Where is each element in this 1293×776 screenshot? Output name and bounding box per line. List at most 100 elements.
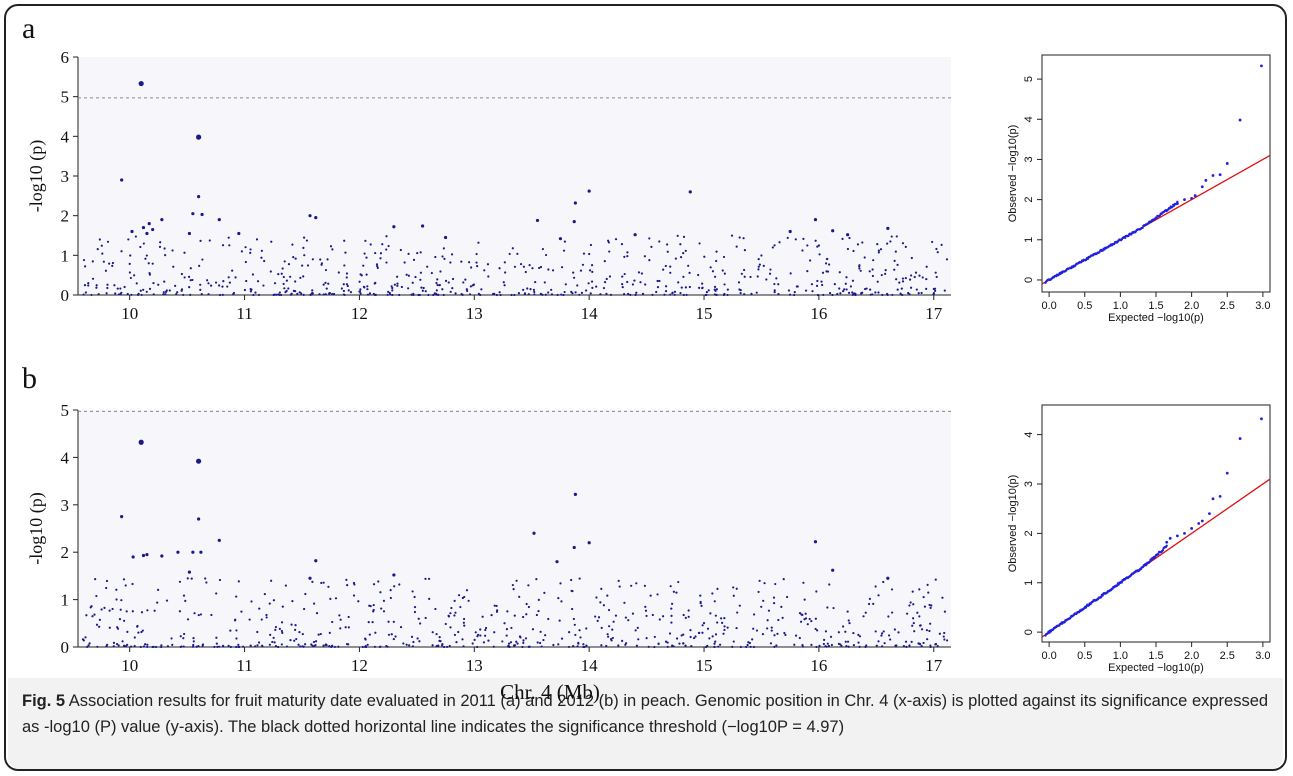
panel-a-snp-point bbox=[684, 286, 687, 289]
panel-b-snp-point bbox=[227, 644, 230, 647]
panel-b-snp-point bbox=[897, 631, 900, 634]
panel-b-snp-point bbox=[347, 615, 350, 619]
panel-b-snp-point bbox=[719, 643, 722, 646]
panel-b-snp-point bbox=[755, 629, 759, 632]
panel-a-snp-point bbox=[743, 275, 746, 278]
panel-a-snp-point bbox=[262, 284, 265, 287]
panel-a-snp-point bbox=[105, 292, 108, 295]
panel-b-snp-point bbox=[459, 605, 462, 609]
panel-b-snp-point bbox=[736, 611, 739, 614]
panel-a-snp-point bbox=[909, 286, 913, 289]
panel-b-snp-point bbox=[521, 645, 524, 649]
panel-a-snp-point bbox=[701, 287, 704, 290]
panel-b-snp-point bbox=[444, 622, 447, 626]
panel-b-snp-point bbox=[542, 638, 545, 642]
panel-b-snp-point bbox=[405, 643, 408, 646]
panel-b-snp-point bbox=[445, 645, 449, 649]
panel-a-snp-point bbox=[845, 288, 848, 291]
panel-a-snp-point bbox=[130, 293, 133, 296]
panel-a-qq-qq-tail-point bbox=[1218, 173, 1222, 177]
panel-a-qq-y-tick-label: 4 bbox=[1023, 116, 1035, 122]
panel-b-x-tick-label: 10 bbox=[121, 656, 138, 675]
panel-a-snp-point bbox=[871, 274, 875, 278]
panel-b-qq-qq-point bbox=[1101, 594, 1104, 597]
panel-b-snp-point bbox=[928, 629, 931, 633]
panel-b-qq-qq-point bbox=[1063, 621, 1066, 624]
panel-b-snp-point bbox=[457, 594, 461, 597]
panel-b-snp-point bbox=[347, 626, 350, 629]
panel-a-snp-point bbox=[199, 239, 202, 242]
panel-a-qq-y-tick-label: 2 bbox=[1023, 197, 1035, 203]
panel-b-snp-point bbox=[766, 619, 769, 622]
panel-b-snp-point bbox=[537, 609, 540, 613]
panel-b-snp-point bbox=[746, 643, 749, 647]
panel-b-snp-point bbox=[311, 580, 314, 583]
panel-b-snp-point bbox=[386, 645, 389, 648]
panel-b-plot-area bbox=[78, 410, 951, 647]
panel-b-snp-point bbox=[701, 624, 704, 627]
panel-a-snp-point bbox=[707, 289, 710, 292]
panel-a-snp-point bbox=[936, 251, 939, 254]
panel-a-snp-point bbox=[129, 276, 132, 280]
panel-b-snp-point bbox=[567, 645, 571, 649]
panel-b-snp-point bbox=[558, 619, 561, 622]
panel-b-snp-point bbox=[463, 595, 466, 599]
panel-a-snp-point bbox=[715, 293, 718, 297]
panel-a-snp-point bbox=[655, 290, 658, 294]
panel-a-qq-x-tick-label: 1.5 bbox=[1148, 300, 1163, 312]
panel-a-snp-point bbox=[869, 288, 872, 291]
panel-b-snp-point bbox=[731, 645, 734, 648]
panel-a-snp-point bbox=[833, 283, 836, 286]
panel-a-snp-point bbox=[793, 293, 796, 297]
panel-b-snp-point bbox=[543, 591, 546, 594]
panel-b-snp-point bbox=[184, 599, 187, 602]
panel-b-snp-point bbox=[115, 642, 119, 646]
panel-b-snp-point bbox=[837, 631, 840, 634]
panel-a-snp-point bbox=[560, 266, 564, 269]
panel-b-snp-point bbox=[600, 626, 603, 629]
panel-a-snp-point bbox=[859, 292, 863, 295]
panel-b-snp-point bbox=[509, 641, 513, 644]
panel-b-snp-point bbox=[352, 594, 356, 597]
panel-a-snp-point bbox=[148, 287, 152, 291]
panel-b-snp-point bbox=[692, 636, 696, 640]
panel-b-snp-point bbox=[701, 631, 704, 634]
panel-b-qq-qq-tail-point bbox=[1165, 540, 1169, 544]
panel-b-snp-point bbox=[218, 578, 222, 582]
panel-a-snp-point bbox=[934, 289, 937, 293]
panel-b-snp-point bbox=[722, 632, 725, 635]
panel-a-snp-peak-point bbox=[535, 218, 540, 223]
panel-a-snp-point bbox=[147, 262, 150, 265]
panel-a-snp-point bbox=[189, 279, 192, 282]
panel-a-snp-point bbox=[414, 275, 417, 279]
panel-b-snp-point bbox=[880, 632, 884, 635]
panel-a-snp-point bbox=[666, 250, 669, 253]
panel-b-snp-point bbox=[846, 640, 850, 643]
panel-b-snp-point bbox=[773, 645, 776, 648]
panel-b-snp-point bbox=[767, 609, 771, 612]
panel-b-qq-x-tick-label: 3.0 bbox=[1255, 650, 1270, 662]
panel-b-snp-point bbox=[607, 608, 611, 612]
panel-b-snp-point bbox=[438, 639, 441, 642]
panel-b-snp-point bbox=[735, 626, 738, 630]
panel-b-snp-point bbox=[574, 633, 577, 637]
panel-b-snp-point bbox=[623, 601, 626, 604]
panel-a-snp-point bbox=[469, 285, 472, 288]
panel-a-snp-point bbox=[899, 292, 902, 295]
panel-b-snp-point bbox=[893, 628, 896, 631]
panel-b-snp-peak-point bbox=[555, 560, 559, 564]
panel-b-snp-point bbox=[237, 643, 240, 646]
panel-b-snp-point bbox=[379, 645, 382, 648]
panel-a-snp-point bbox=[715, 250, 718, 253]
panel-b-snp-point bbox=[930, 604, 933, 607]
panel-a-snp-point bbox=[498, 267, 501, 270]
panel-b-snp-peak-point bbox=[392, 573, 396, 577]
panel-b-snp-point bbox=[182, 594, 186, 597]
panel-a-snp-point bbox=[893, 259, 896, 263]
panel-a-snp-point bbox=[311, 258, 314, 261]
panel-a-qq-qq-tail-point bbox=[1211, 174, 1215, 177]
panel-a-snp-point bbox=[641, 292, 645, 295]
panel-b-snp-point bbox=[942, 635, 945, 638]
panel-a-snp-point bbox=[740, 272, 743, 275]
panel-a-snp-point bbox=[626, 280, 629, 284]
